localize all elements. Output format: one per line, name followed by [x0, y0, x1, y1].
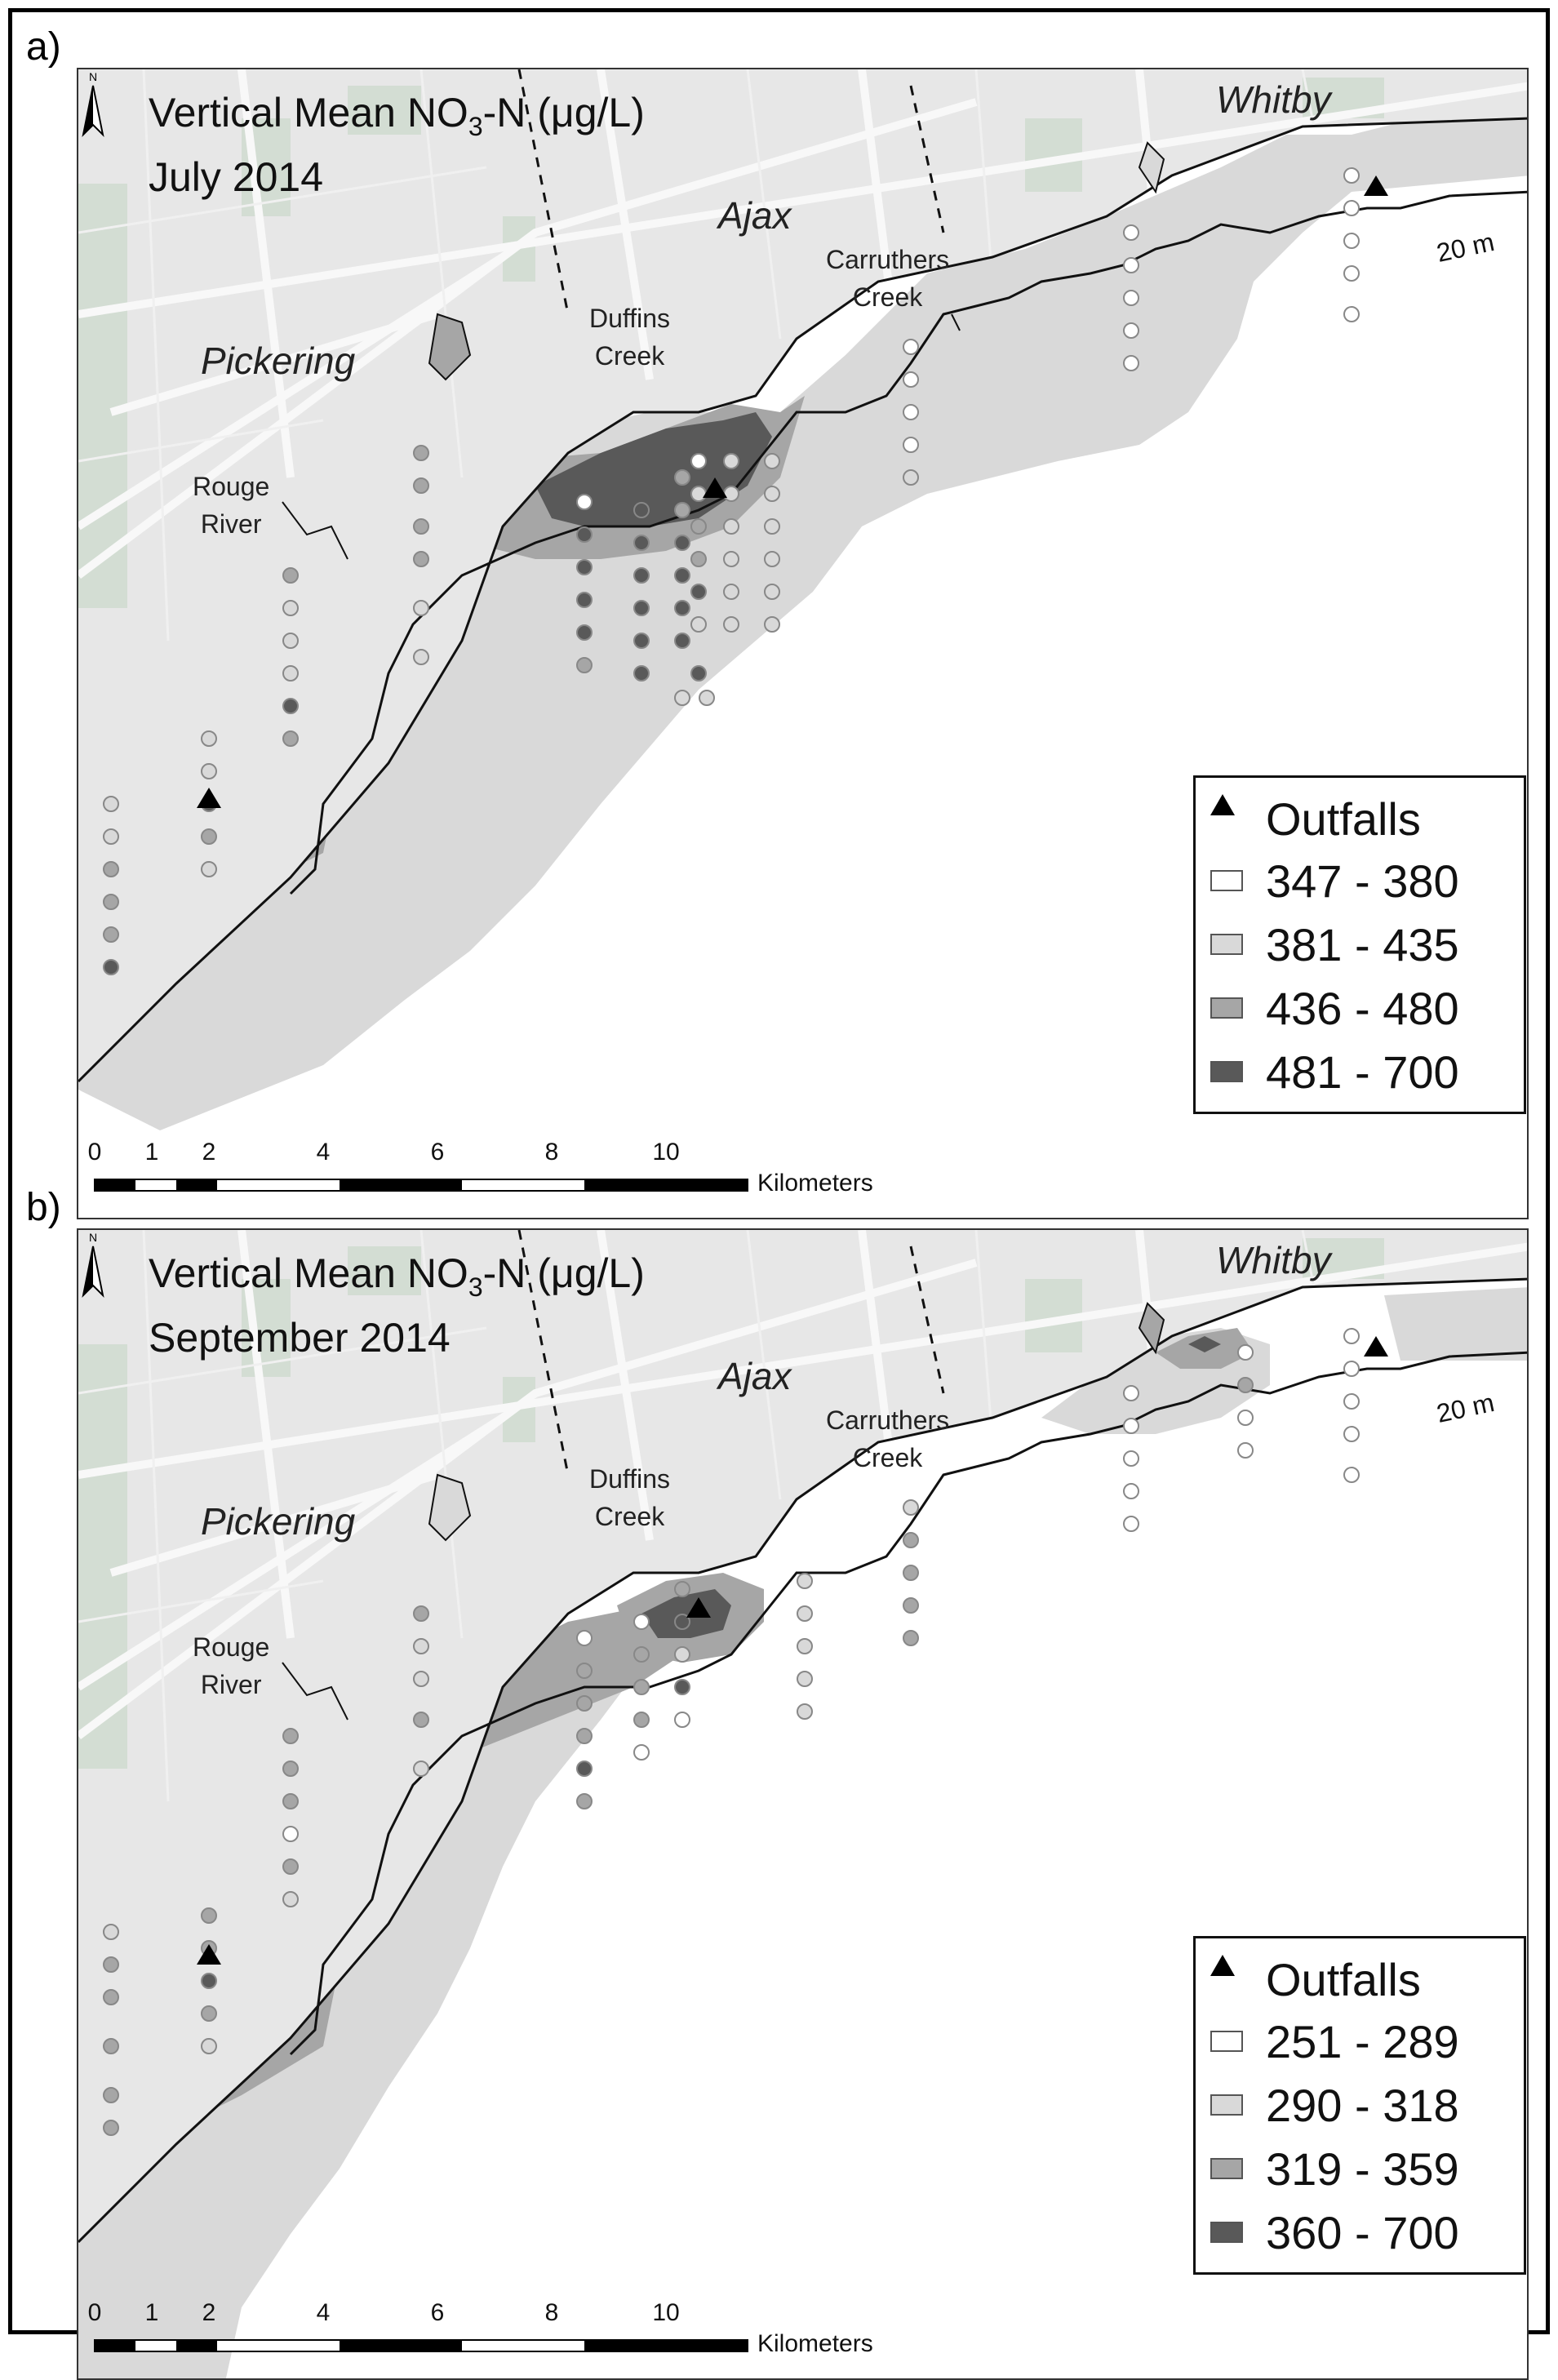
outfall-markers-b: [197, 1336, 1388, 1965]
lake-ontario: [78, 1279, 1527, 2378]
legend-swatch: [1210, 870, 1243, 891]
scale-tick: 2: [202, 2299, 216, 2326]
scale-tick: 10: [652, 2299, 680, 2326]
title-b-subscript: 3: [468, 1272, 483, 1302]
road-network: [78, 69, 1527, 579]
sampling-stations-a: [103, 167, 1360, 975]
ajax-whitby-boundary: [909, 1246, 945, 1394]
pickering-ajax-boundary: [517, 69, 570, 315]
legend-b: Outfalls 251 - 289 290 - 318 319 - 359 3…: [1193, 1936, 1526, 2275]
outfall-pickering: [197, 1944, 221, 1965]
outfall-whitby: [1364, 1336, 1388, 1357]
outfall-duffins: [686, 1597, 711, 1618]
triangle-icon: [1210, 1955, 1243, 1993]
label-duffins-creek: Duffins Creek: [589, 304, 671, 371]
north-arrow-icon: N: [82, 1231, 104, 1299]
pickering-ajax-boundary: [517, 1230, 570, 1476]
title-a-prefix: Vertical Mean NO: [149, 90, 468, 135]
scale-bar-a: 0 1 2 4 6 8 10 Kilometers: [88, 1139, 873, 1197]
legend-swatch: [1210, 997, 1243, 1019]
legend-b-class-4: 360 - 700: [1210, 2207, 1459, 2258]
scale-tick: 6: [430, 2299, 445, 2326]
scale-unit: Kilometers: [757, 2330, 873, 2357]
scale-tick: 6: [430, 1139, 445, 1166]
label-ajax: Ajax: [718, 194, 792, 237]
legend-swatch: [1210, 1061, 1243, 1082]
legend-swatch: [1210, 2031, 1243, 2052]
label-rouge-river: Rouge River: [193, 1632, 270, 1699]
scale-tick: 4: [316, 1139, 331, 1166]
scale-bar-b: 0 1 2 4 6 8 10 Kilometers: [88, 2299, 873, 2357]
label-pickering: Pickering: [201, 340, 356, 382]
outfall-duffins: [703, 477, 727, 498]
map-a-graphic: [78, 69, 1527, 1218]
scale-bar-graphic-a: [94, 1179, 748, 1192]
svg-text:N: N: [89, 70, 97, 83]
whitby-harbour: [1138, 1302, 1165, 1355]
rouge-river-line: [282, 1662, 348, 1721]
scale-tick: 4: [316, 2299, 331, 2326]
svg-text:N: N: [89, 1231, 97, 1244]
legend-a-class-3: 436 - 480: [1210, 983, 1459, 1034]
rouge-river-line: [282, 501, 348, 560]
legend-swatch: [1210, 2158, 1243, 2179]
map-panel-b: N Vertical Mean NO3-N (μg/L) September 2…: [77, 1228, 1529, 2380]
legend-b-outfalls: Outfalls: [1210, 1954, 1421, 2005]
legend-swatch: [1210, 2094, 1243, 2116]
label-carruthers-creek: Carruthers Creek: [826, 245, 950, 312]
title-a-date: July 2014: [149, 154, 324, 200]
panel-a-letter: a): [26, 25, 61, 69]
minor-roads: [78, 1230, 1321, 1802]
label-rouge-river: Rouge River: [193, 472, 270, 539]
scale-tick: 1: [144, 2299, 159, 2326]
north-arrow-icon: N: [82, 70, 104, 138]
whitby-harbour: [1138, 141, 1165, 194]
legend-b-class-3: 319 - 359: [1210, 2143, 1459, 2195]
frenchman-bay: [428, 313, 472, 381]
legend-a-outfalls: Outfalls: [1210, 793, 1421, 845]
title-b-date: September 2014: [149, 1315, 451, 1361]
sampling-stations-b: [103, 1328, 1360, 2136]
shoreline: [78, 117, 1527, 1083]
map-panel-a: N Vertical Mean NO3-N (μg/L) July 2014 W…: [77, 68, 1529, 1219]
label-ajax: Ajax: [718, 1355, 792, 1397]
scale-tick: 10: [652, 1139, 680, 1166]
legend-swatch: [1210, 2222, 1243, 2243]
legend-b-class-1: 251 - 289: [1210, 2016, 1459, 2067]
label-pickering: Pickering: [201, 1500, 356, 1543]
scale-tick: 0: [87, 2299, 102, 2326]
title-b-suffix: -N (μg/L): [482, 1250, 645, 1296]
legend-a-class-1: 347 - 380: [1210, 855, 1459, 907]
title-a-subscript: 3: [468, 112, 483, 141]
scale-tick: 8: [544, 2299, 559, 2326]
legend-swatch: [1210, 934, 1243, 955]
scale-tick: 1: [144, 1139, 159, 1166]
map-title-a: Vertical Mean NO3-N (μg/L) July 2014: [149, 87, 645, 202]
scale-unit: Kilometers: [757, 1170, 873, 1197]
ajax-whitby-boundary: [909, 85, 945, 233]
outfall-pickering: [197, 788, 221, 808]
legend-b-class-2: 290 - 318: [1210, 2080, 1459, 2131]
outfall-whitby: [1364, 175, 1388, 196]
label-whitby: Whitby: [1216, 1239, 1331, 1281]
title-b-prefix: Vertical Mean NO: [149, 1250, 468, 1296]
carruthers-creek-line: [951, 313, 961, 331]
scale-tick: 2: [202, 1139, 216, 1166]
legend-a-class-4: 481 - 700: [1210, 1046, 1459, 1098]
map-title-b: Vertical Mean NO3-N (μg/L) September 201…: [149, 1248, 645, 1363]
triangle-icon: [1210, 794, 1243, 833]
label-duffins-creek: Duffins Creek: [589, 1464, 671, 1531]
scale-tick: 0: [87, 1139, 102, 1166]
legend-a: Outfalls 347 - 380 381 - 435 436 - 480 4…: [1193, 775, 1526, 1114]
label-carruthers-creek: Carruthers Creek: [826, 1405, 950, 1472]
panel-b-letter: b): [26, 1186, 61, 1229]
title-a-suffix: -N (μg/L): [482, 90, 645, 135]
frenchman-bay: [428, 1473, 472, 1542]
scale-tick: 8: [544, 1139, 559, 1166]
legend-a-class-2: 381 - 435: [1210, 919, 1459, 970]
outfall-markers-a: [197, 175, 1388, 808]
minor-roads: [78, 69, 1321, 642]
label-whitby: Whitby: [1216, 78, 1331, 121]
shoreline: [78, 1277, 1527, 2244]
